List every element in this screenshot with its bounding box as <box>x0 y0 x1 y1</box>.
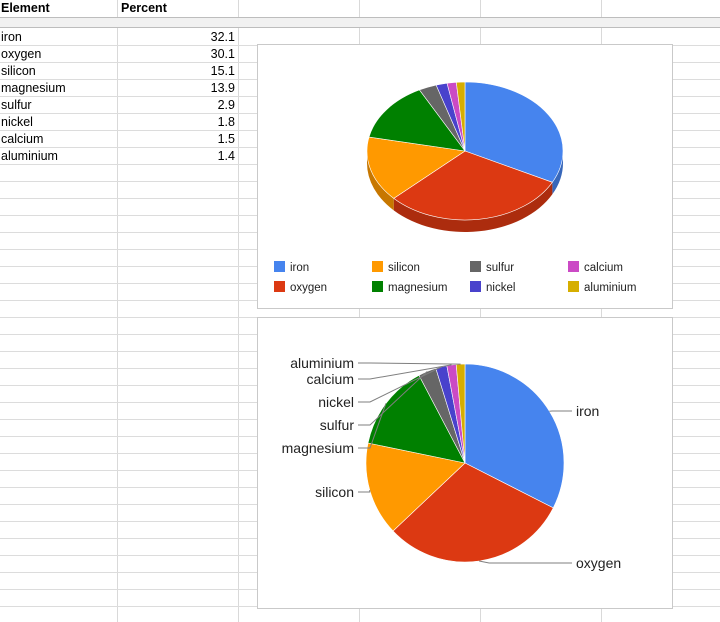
legend-item-oxygen[interactable]: oxygen <box>274 281 327 295</box>
legend-item-silicon[interactable]: silicon <box>372 261 420 275</box>
cell-percent[interactable]: 2.9 <box>217 98 235 112</box>
pie-label-iron: iron <box>576 403 599 419</box>
cell-percent[interactable]: 1.8 <box>217 115 235 129</box>
cell-percent[interactable]: 1.5 <box>217 132 235 146</box>
frozen-divider <box>0 17 720 28</box>
legend-label: magnesium <box>388 282 448 294</box>
pie-chart-labeled-plot: iron oxygen silicon magnesium sulfur nickel ca… <box>282 355 622 571</box>
pie-slice-oxygen[interactable] <box>393 150 553 221</box>
header-cell-percent[interactable]: Percent <box>121 1 167 15</box>
pie-chart-3d-plot <box>366 81 564 233</box>
pie-slice-oxygen[interactable] <box>392 462 554 563</box>
cell-percent[interactable]: 32.1 <box>210 30 235 44</box>
pie-label-nickel: nickel <box>318 394 354 410</box>
leader-line <box>358 490 371 493</box>
cell-element[interactable]: aluminium <box>1 149 58 163</box>
pie-label-aluminium: aluminium <box>290 355 354 371</box>
pie-slice-side-oxygen <box>393 182 553 233</box>
legend-swatch <box>372 261 383 272</box>
pie-label-calcium: calcium <box>307 371 354 387</box>
legend-label: oxygen <box>290 282 328 294</box>
legend-item-iron[interactable]: iron <box>274 261 309 275</box>
pie-chart-labeled[interactable]: iron oxygen silicon magnesium sulfur nickel ca… <box>257 317 673 609</box>
legend-label: iron <box>290 262 310 274</box>
legend-swatch <box>274 281 285 292</box>
legend-item-magnesium[interactable]: magnesium <box>372 281 447 295</box>
pie-label-silicon: silicon <box>315 484 354 500</box>
legend-label: nickel <box>486 282 516 294</box>
header-cell-element[interactable]: Element <box>1 1 50 15</box>
leader-line <box>358 362 461 365</box>
legend-label: aluminium <box>584 282 637 294</box>
pie-label-magnesium: magnesium <box>282 440 354 456</box>
cell-element[interactable]: silicon <box>1 64 36 78</box>
pie-slice-iron[interactable] <box>464 81 564 183</box>
legend-item-sulfur[interactable]: sulfur <box>470 261 514 275</box>
leader-line <box>358 366 442 403</box>
cell-element[interactable]: calcium <box>1 132 44 146</box>
cell-element[interactable]: oxygen <box>1 47 42 61</box>
leader-line <box>358 403 387 449</box>
cell-element[interactable]: magnesium <box>1 81 66 95</box>
legend-swatch <box>274 261 285 272</box>
cell-element[interactable]: iron <box>1 30 22 44</box>
pie-chart-3d[interactable]: iron oxygen silicon magnesium sulfur nickel ca… <box>257 44 673 309</box>
pie-slice-side-iron <box>552 151 563 195</box>
legend-item-nickel[interactable]: nickel <box>470 281 515 295</box>
pie-slice-magnesium[interactable] <box>368 89 466 152</box>
legend-swatch <box>568 281 579 292</box>
legend-label: calcium <box>584 262 623 274</box>
leader-line <box>358 364 452 380</box>
legend-swatch <box>470 281 481 292</box>
cell-percent[interactable]: 1.4 <box>217 149 235 163</box>
legend-label: sulfur <box>486 262 515 274</box>
cell-element[interactable]: nickel <box>1 115 33 129</box>
pie-slice-silicon[interactable] <box>366 136 466 199</box>
pie-slice-side-silicon <box>367 151 394 211</box>
legend-item-aluminium[interactable]: aluminium <box>568 281 636 295</box>
cell-percent[interactable]: 13.9 <box>210 81 235 95</box>
legend-swatch <box>470 261 481 272</box>
pie-label-oxygen: oxygen <box>576 555 621 571</box>
pie-label-sulfur: sulfur <box>320 417 355 433</box>
legend-swatch <box>568 261 579 272</box>
legend-label: silicon <box>388 262 420 274</box>
pie-slice-iron[interactable] <box>464 363 565 509</box>
cell-element[interactable]: sulfur <box>1 98 32 112</box>
cell-percent[interactable]: 15.1 <box>210 64 235 78</box>
pie-slice-aluminium[interactable] <box>455 81 466 152</box>
cell-percent[interactable]: 30.1 <box>210 47 235 61</box>
leader-line <box>358 371 428 426</box>
legend-swatch <box>372 281 383 292</box>
legend-item-calcium[interactable]: calcium <box>568 261 623 275</box>
leader-line <box>479 560 572 564</box>
